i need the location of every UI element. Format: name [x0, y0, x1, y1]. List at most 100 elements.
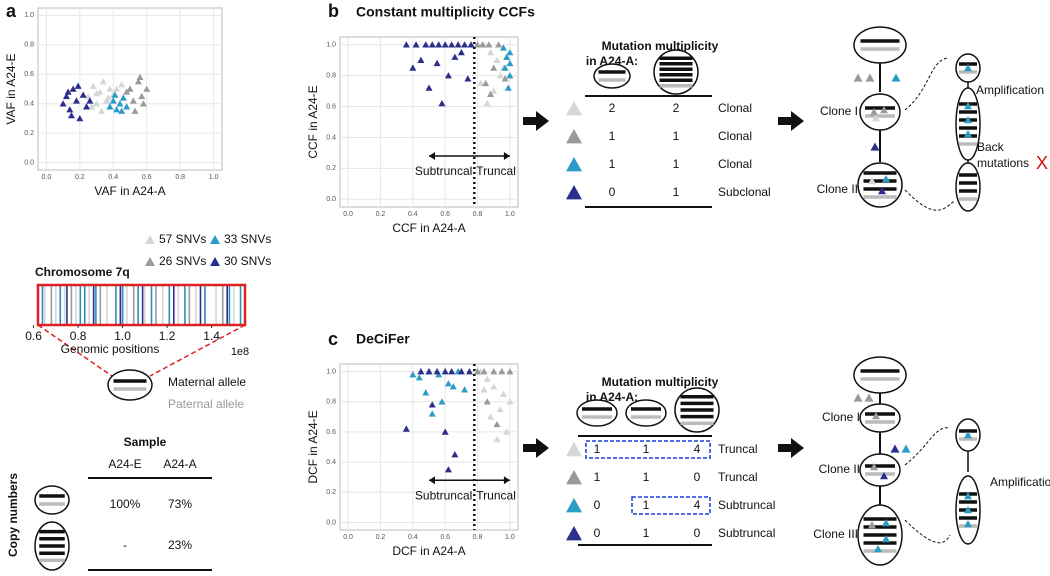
- point: [415, 374, 423, 381]
- zoom-line: [149, 324, 246, 377]
- point: [490, 64, 498, 71]
- point: [486, 48, 494, 56]
- mutation: [964, 64, 972, 72]
- link: [904, 189, 956, 211]
- mutation: [882, 535, 890, 543]
- point: [93, 100, 101, 107]
- point: [464, 75, 472, 82]
- legend-marker: [145, 235, 155, 244]
- x-tick-label: 1.0: [114, 329, 131, 343]
- point: [72, 97, 80, 104]
- y-tick-label: 0.6: [326, 103, 336, 110]
- table-header: Mutation multiplicity: [602, 375, 719, 389]
- clone-label: Clone II: [819, 462, 860, 476]
- arrow: [523, 438, 549, 458]
- point: [409, 371, 417, 378]
- chart-title: Constant multiplicity CCFs: [356, 4, 535, 20]
- row-marker: [566, 526, 582, 541]
- point: [433, 59, 441, 67]
- point: [480, 386, 488, 393]
- point: [64, 88, 72, 95]
- point: [444, 72, 452, 79]
- y-tick-label: 0.4: [326, 459, 336, 466]
- point: [118, 107, 126, 114]
- point: [490, 383, 498, 390]
- point: [116, 100, 124, 107]
- point: [409, 64, 417, 71]
- point: [131, 107, 139, 114]
- point: [499, 390, 507, 397]
- y-tick-label: 0.8: [326, 399, 336, 406]
- mutation: [891, 73, 901, 82]
- point: [506, 368, 514, 375]
- legend-label: 26 SNVs: [159, 254, 206, 268]
- point: [89, 82, 97, 89]
- point: [59, 100, 67, 107]
- x-tick-label: 1.2: [159, 329, 176, 343]
- x-tick-label: 0.6: [440, 534, 450, 541]
- point: [490, 87, 498, 94]
- mutation: [878, 187, 886, 195]
- row-marker: [566, 101, 582, 116]
- point: [441, 368, 449, 375]
- mutation: [870, 108, 878, 116]
- point: [74, 82, 82, 89]
- x-tick-label: 0.6: [440, 211, 450, 218]
- mutation: [872, 114, 880, 122]
- point: [496, 72, 504, 79]
- legend-marker: [145, 257, 155, 266]
- row-label: Subtruncal: [718, 526, 775, 540]
- cell: 1: [643, 442, 650, 456]
- row-marker: [566, 470, 582, 485]
- point: [503, 53, 511, 60]
- y-tick-label: 1.0: [24, 12, 34, 19]
- row-label: Truncal: [718, 442, 758, 456]
- x-tick-label: 0.4: [408, 211, 418, 218]
- y-tick-label: 0.8: [24, 42, 34, 49]
- point: [417, 56, 425, 63]
- x-tick-label: 0.4: [108, 174, 118, 181]
- x-tick-label: 1.0: [505, 211, 515, 218]
- row-marker: [566, 157, 582, 172]
- cell: [625, 399, 667, 427]
- point: [86, 97, 94, 104]
- point: [119, 94, 127, 101]
- cell: [859, 403, 901, 433]
- cell: [34, 485, 70, 515]
- legend-label: 57 SNVs: [159, 232, 206, 246]
- highlight-box: [585, 440, 711, 459]
- cell: [859, 453, 901, 487]
- cell: 1: [673, 157, 680, 171]
- amplification-label: Amplification: [976, 83, 1044, 97]
- clone-label: Clone II: [817, 182, 858, 196]
- cell: [576, 399, 618, 427]
- point: [486, 413, 494, 420]
- y-tick-label: 0.0: [24, 159, 34, 166]
- cell: [853, 356, 907, 394]
- y-tick-label: 0.8: [326, 72, 336, 79]
- point: [88, 103, 96, 110]
- point: [498, 368, 506, 375]
- arrow: [523, 111, 549, 131]
- point: [98, 107, 106, 114]
- x-marker: X: [1036, 153, 1048, 173]
- cell: -: [123, 538, 127, 552]
- point: [412, 41, 420, 48]
- cell: 1: [594, 442, 601, 456]
- y-tick-label: 1.0: [326, 368, 336, 375]
- point: [67, 112, 75, 119]
- point: [506, 48, 514, 56]
- point: [129, 97, 137, 104]
- point: [66, 106, 74, 113]
- point: [496, 405, 504, 413]
- row-label: Clonal: [718, 101, 752, 115]
- point: [428, 401, 436, 408]
- cell: [853, 26, 907, 64]
- point: [451, 53, 459, 60]
- cell: 1: [643, 498, 650, 512]
- cell: 0: [694, 526, 701, 540]
- mutation: [901, 444, 911, 453]
- table-header: Mutation multiplicity: [602, 39, 719, 53]
- row-marker: [566, 129, 582, 144]
- point: [126, 85, 134, 92]
